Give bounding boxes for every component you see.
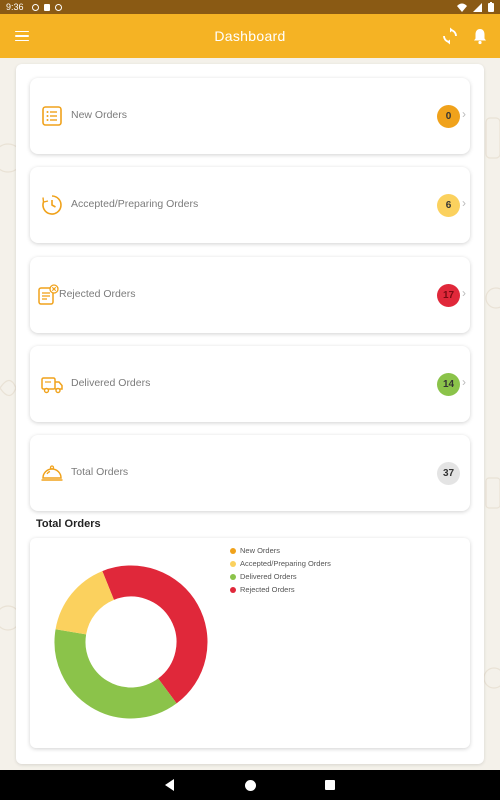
total-orders-count-badge: 37 bbox=[437, 462, 460, 485]
orders-chart-card: New Orders Accepted/Preparing Orders Deliv… bbox=[30, 538, 470, 748]
home-button[interactable] bbox=[245, 780, 256, 791]
delivery-truck-icon bbox=[41, 377, 63, 394]
donut-slice-accepted-preparing-orders bbox=[55, 571, 115, 636]
sync-status-icon bbox=[54, 3, 62, 11]
rejected-list-icon bbox=[38, 284, 59, 305]
legend-item: Delivered Orders bbox=[230, 570, 331, 583]
delivered-orders-label: Delivered Orders bbox=[71, 377, 151, 389]
chevron-right-icon: › bbox=[462, 107, 466, 121]
delivered-orders-count-badge: 14 bbox=[437, 373, 460, 396]
rejected-orders-card[interactable]: Rejected Orders 17 › bbox=[30, 257, 470, 333]
new-orders-card[interactable]: New Orders 0 › bbox=[30, 78, 470, 154]
wifi-icon bbox=[457, 3, 467, 12]
chart-title: Total Orders bbox=[36, 518, 101, 530]
legend-swatch bbox=[230, 560, 236, 567]
system-navigation-bar bbox=[0, 770, 500, 800]
donut-slice-rejected-orders bbox=[102, 565, 208, 704]
legend-label: Accepted/Preparing Orders bbox=[240, 559, 331, 568]
new-orders-label: New Orders bbox=[71, 109, 128, 121]
list-icon bbox=[42, 106, 62, 126]
rejected-orders-count-badge: 17 bbox=[437, 284, 460, 307]
chevron-right-icon: › bbox=[462, 286, 466, 300]
location-icon bbox=[31, 3, 39, 11]
total-orders-card[interactable]: Total Orders 37 bbox=[30, 435, 470, 511]
chevron-right-icon: › bbox=[462, 375, 466, 389]
total-orders-label: Total Orders bbox=[71, 466, 129, 478]
recents-button[interactable] bbox=[325, 780, 335, 790]
chart-legend: New Orders Accepted/Preparing Orders Deliv… bbox=[230, 544, 331, 596]
legend-item: Rejected Orders bbox=[230, 583, 331, 596]
donut-slice-delivered-orders bbox=[54, 629, 177, 719]
rejected-orders-label: Rejected Orders bbox=[59, 288, 136, 300]
legend-label: Rejected Orders bbox=[240, 585, 295, 594]
legend-label: New Orders bbox=[240, 546, 281, 555]
accepted-orders-card[interactable]: Accepted/Preparing Orders 6 › bbox=[30, 167, 470, 243]
legend-swatch bbox=[230, 573, 236, 580]
legend-label: Delivered Orders bbox=[240, 572, 297, 581]
clock-icon bbox=[42, 195, 62, 215]
chevron-right-icon: › bbox=[462, 196, 466, 210]
legend-swatch bbox=[230, 586, 236, 593]
notification-bell-icon[interactable] bbox=[470, 26, 490, 46]
delivered-orders-card[interactable]: Delivered Orders 14 › bbox=[30, 346, 470, 422]
accepted-orders-label: Accepted/Preparing Orders bbox=[71, 198, 199, 210]
battery-icon bbox=[488, 2, 494, 12]
refresh-icon[interactable] bbox=[440, 26, 460, 46]
page-title: Dashboard bbox=[214, 28, 286, 44]
orders-donut-chart bbox=[54, 565, 208, 719]
legend-item: Accepted/Preparing Orders bbox=[230, 557, 331, 570]
back-button[interactable] bbox=[165, 779, 174, 791]
cloche-icon bbox=[41, 465, 63, 481]
status-bar: 9:36 bbox=[0, 0, 500, 14]
new-orders-count-badge: 0 bbox=[437, 105, 460, 128]
status-time: 9:36 bbox=[6, 2, 24, 12]
sd-card-icon bbox=[43, 3, 50, 11]
signal-icon bbox=[473, 2, 482, 12]
legend-swatch bbox=[230, 547, 236, 554]
legend-item: New Orders bbox=[230, 544, 331, 557]
menu-icon[interactable] bbox=[10, 24, 34, 48]
app-bar: Dashboard bbox=[0, 14, 500, 58]
accepted-orders-count-badge: 6 bbox=[437, 194, 460, 217]
